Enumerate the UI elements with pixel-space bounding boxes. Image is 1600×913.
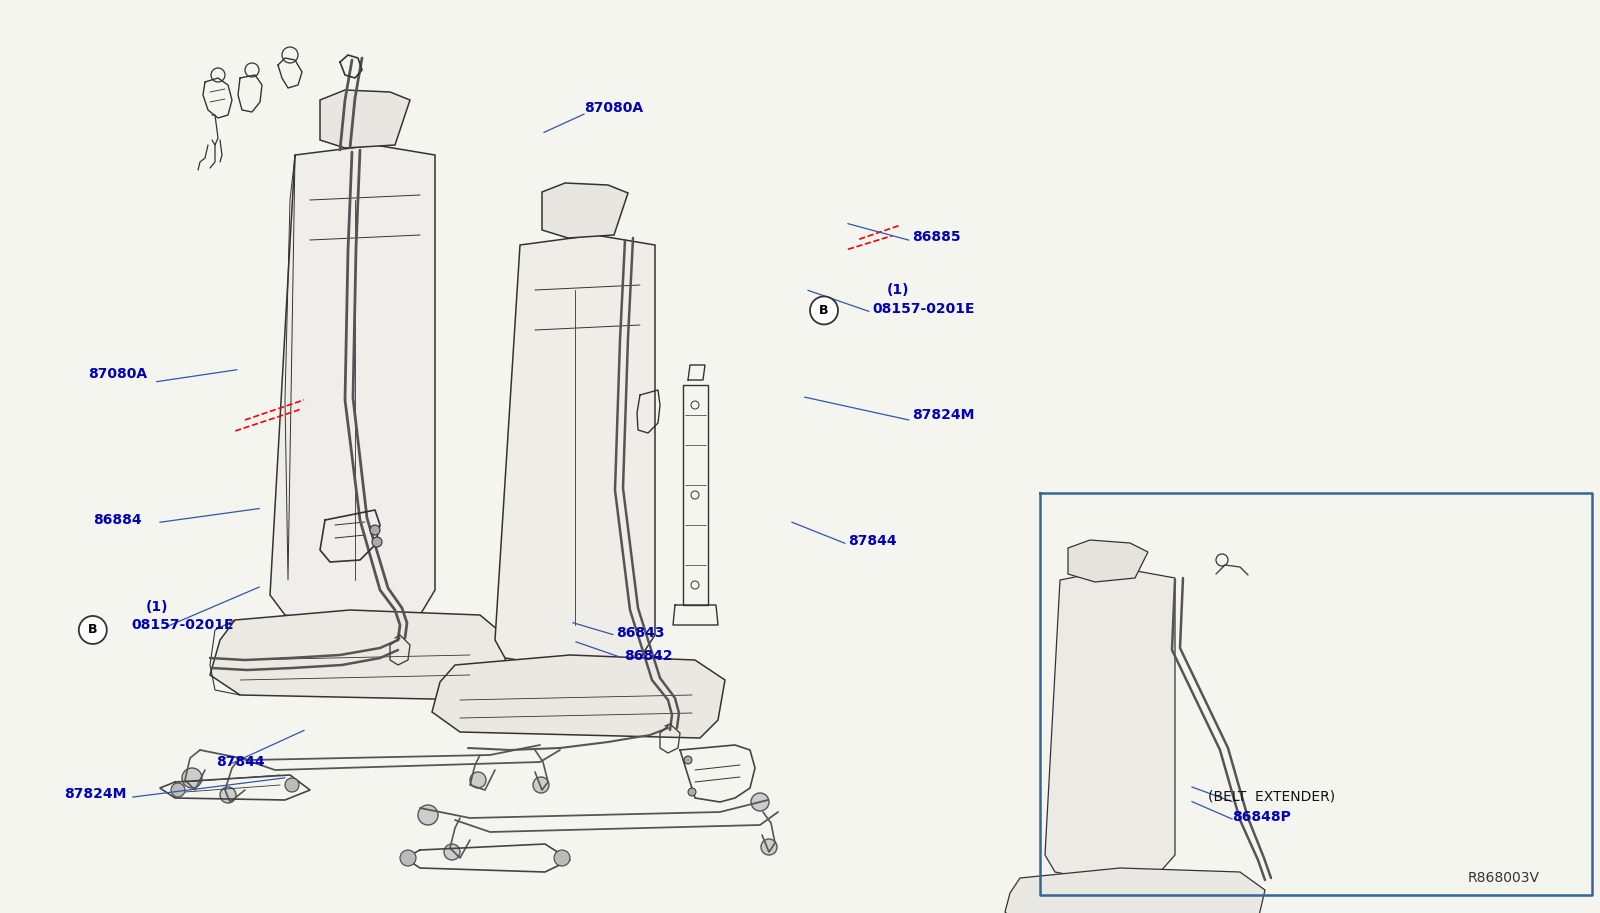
Circle shape bbox=[371, 537, 382, 547]
Polygon shape bbox=[1069, 540, 1149, 582]
Circle shape bbox=[533, 777, 549, 793]
Circle shape bbox=[78, 616, 107, 644]
Circle shape bbox=[370, 525, 381, 535]
Polygon shape bbox=[494, 235, 654, 668]
Circle shape bbox=[418, 805, 438, 825]
Polygon shape bbox=[432, 655, 725, 738]
Circle shape bbox=[685, 756, 691, 764]
Text: 87844: 87844 bbox=[848, 534, 896, 549]
Text: 86885: 86885 bbox=[912, 230, 960, 245]
Circle shape bbox=[445, 844, 461, 860]
Circle shape bbox=[285, 778, 299, 792]
Circle shape bbox=[171, 783, 186, 797]
Text: R868003V: R868003V bbox=[1469, 871, 1539, 885]
Circle shape bbox=[400, 850, 416, 866]
Text: 87080A: 87080A bbox=[584, 100, 643, 115]
Text: 08157-0201E: 08157-0201E bbox=[131, 618, 234, 633]
Text: B: B bbox=[88, 624, 98, 636]
Text: (1): (1) bbox=[886, 283, 909, 298]
Circle shape bbox=[750, 793, 770, 811]
Text: 87844: 87844 bbox=[216, 755, 264, 770]
Polygon shape bbox=[1005, 868, 1266, 913]
Text: 86848P: 86848P bbox=[1232, 810, 1291, 824]
Circle shape bbox=[554, 850, 570, 866]
Text: 86842: 86842 bbox=[624, 648, 672, 663]
Circle shape bbox=[762, 839, 778, 855]
Text: 08157-0201E: 08157-0201E bbox=[872, 301, 974, 316]
Polygon shape bbox=[210, 610, 510, 700]
Text: B: B bbox=[819, 304, 829, 317]
Circle shape bbox=[810, 297, 838, 324]
Text: 87080A: 87080A bbox=[88, 367, 147, 382]
Circle shape bbox=[221, 787, 237, 803]
Polygon shape bbox=[270, 145, 435, 625]
Text: 87824M: 87824M bbox=[912, 408, 974, 423]
Text: (1): (1) bbox=[146, 600, 168, 614]
Text: 86843: 86843 bbox=[616, 625, 664, 640]
Circle shape bbox=[688, 788, 696, 796]
Text: (BELT  EXTENDER): (BELT EXTENDER) bbox=[1208, 789, 1334, 803]
Circle shape bbox=[470, 772, 486, 788]
Circle shape bbox=[182, 768, 202, 788]
Polygon shape bbox=[1045, 568, 1174, 882]
Text: 87824M: 87824M bbox=[64, 787, 126, 802]
Polygon shape bbox=[542, 183, 627, 238]
Text: 86884: 86884 bbox=[93, 513, 141, 528]
Polygon shape bbox=[320, 90, 410, 148]
